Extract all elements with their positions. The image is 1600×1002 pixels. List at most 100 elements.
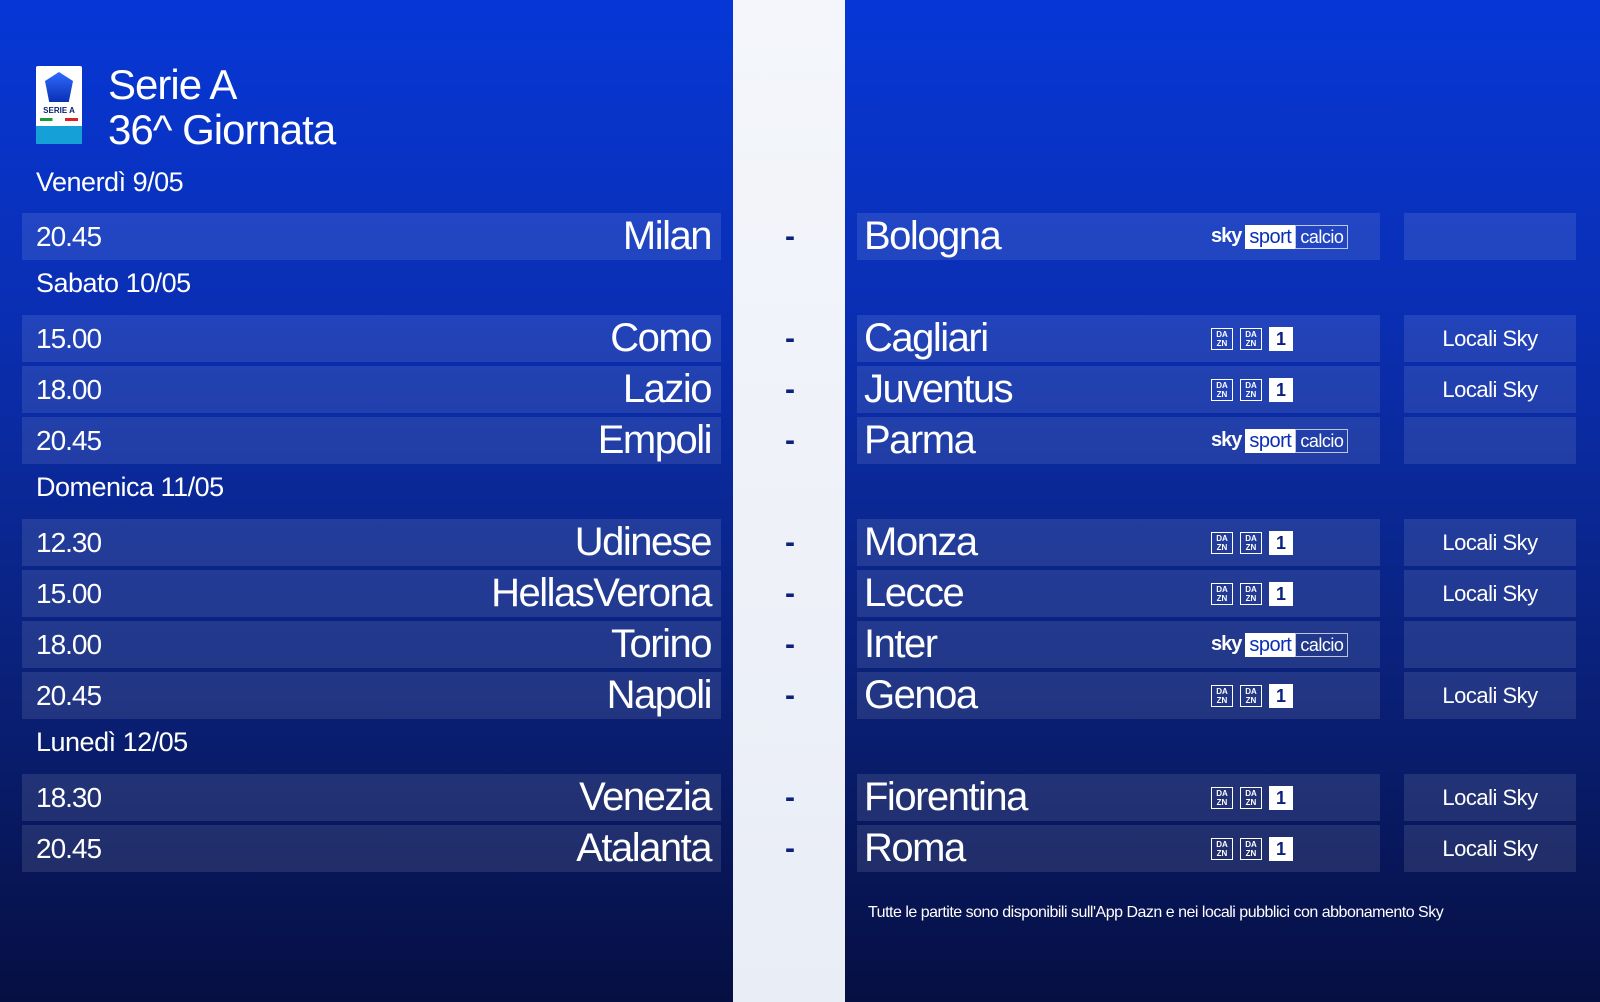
versus-dash: - — [785, 526, 795, 559]
fixture-right-bar: Fiorentina DA ZN DA ZN 1 — [857, 774, 1380, 821]
fixture-right-bar: Bologna sky sport calcio — [857, 213, 1380, 260]
home-team: Lazio — [622, 367, 713, 411]
fixture-left-bar: 20.45 Napoli — [22, 672, 721, 719]
logo-text: SERIE A — [43, 106, 75, 115]
home-team: Venezia — [579, 775, 712, 819]
versus-dash: - — [785, 679, 795, 712]
venue-box — [1404, 417, 1576, 464]
fixture-row: 15.00 Como - Cagliari DA ZN DA ZN 1 Locali Sky — [0, 315, 1600, 362]
calcio-word: calcio — [1295, 224, 1349, 249]
fixture-left-bar: 18.00 Torino — [22, 621, 721, 668]
versus-dash: - — [785, 628, 795, 661]
dazn-icon: DA ZN — [1240, 838, 1262, 860]
fixture-right-bar: Cagliari DA ZN DA ZN 1 — [857, 315, 1380, 362]
title-block: Serie A 36^ Giornata — [108, 62, 408, 152]
sport-word: sport — [1245, 632, 1296, 657]
fixture-right-bar: Lecce DA ZN DA ZN 1 — [857, 570, 1380, 617]
dazn-channel-1-icon: 1 — [1269, 684, 1293, 708]
sky-word: sky — [1211, 633, 1242, 655]
fixture-row: 18.00 Lazio - Juventus DA ZN DA ZN 1 Locali Sky — [0, 366, 1600, 413]
competition-title: Serie A — [108, 61, 237, 108]
fixture-row: 20.45 Milan - Bologna sky sport calcio — [0, 213, 1600, 260]
fixture-left-bar: 15.00 Como — [22, 315, 721, 362]
calcio-word: calcio — [1295, 428, 1349, 453]
away-team: Monza — [864, 520, 978, 564]
home-team: Como — [610, 316, 712, 360]
dazn-logo: DA ZN DA ZN 1 — [1211, 582, 1293, 606]
versus-dash: - — [785, 373, 795, 406]
fixture-left-bar: 20.45 Milan — [22, 213, 721, 260]
dazn-logo: DA ZN DA ZN 1 — [1211, 837, 1293, 861]
fixture-right-bar: Parma sky sport calcio — [857, 417, 1380, 464]
matchday-title: 36^ Giornata — [108, 106, 336, 153]
venue-label: Locali Sky — [1442, 836, 1538, 861]
away-team: Fiorentina — [864, 775, 1028, 819]
fixture-row: 12.30 Udinese - Monza DA ZN DA ZN 1 Locali Sky — [0, 519, 1600, 566]
venue-box: Locali Sky — [1404, 519, 1576, 566]
dazn-icon: DA ZN — [1211, 328, 1233, 350]
venue-label: Locali Sky — [1442, 581, 1538, 606]
kickoff-time: 18.00 — [36, 629, 102, 660]
kickoff-time: 18.30 — [36, 782, 102, 813]
dazn-logo: DA ZN DA ZN 1 — [1211, 531, 1293, 555]
versus-dash: - — [785, 832, 795, 865]
kickoff-time: 12.30 — [36, 527, 102, 558]
dazn-icon: DA ZN — [1211, 532, 1233, 554]
fixture-right-bar: Inter sky sport calcio — [857, 621, 1380, 668]
logo-tricolor-stripe — [40, 118, 78, 121]
home-team: Atalanta — [576, 826, 712, 870]
dazn-icon: DA ZN — [1211, 379, 1233, 401]
away-team: Roma — [864, 826, 966, 870]
away-team: Cagliari — [864, 316, 989, 360]
dazn-icon: DA ZN — [1211, 583, 1233, 605]
home-team: Torino — [611, 622, 712, 666]
fixture-row: 20.45 Empoli - Parma sky sport calcio — [0, 417, 1600, 464]
versus-dash: - — [785, 781, 795, 814]
dazn-icon: DA ZN — [1211, 838, 1233, 860]
fixture-row: 18.30 Venezia - Fiorentina DA ZN DA ZN 1 Locali S… — [0, 774, 1600, 821]
fixture-row: 20.45 Atalanta - Roma DA ZN DA ZN 1 Locali Sky — [0, 825, 1600, 872]
center-divider-strip — [733, 0, 845, 1002]
fixture-left-bar: 18.30 Venezia — [22, 774, 721, 821]
away-team: Juventus — [864, 367, 1014, 411]
versus-dash: - — [785, 220, 795, 253]
sky-sport-calcio-logo: sky sport calcio — [1211, 428, 1349, 453]
fixture-left-bar: 20.45 Atalanta — [22, 825, 721, 872]
fixture-right-bar: Monza DA ZN DA ZN 1 — [857, 519, 1380, 566]
serie-a-logo: SERIE A — [36, 66, 82, 144]
home-team: Milan — [622, 214, 713, 258]
fixture-left-bar: 12.30 Udinese — [22, 519, 721, 566]
versus-dash: - — [785, 424, 795, 457]
fixture-right-bar: Juventus DA ZN DA ZN 1 — [857, 366, 1380, 413]
home-team: HellasVerona — [491, 571, 712, 615]
dazn-icon: DA ZN — [1240, 328, 1262, 350]
kickoff-time: 20.45 — [36, 221, 102, 252]
kickoff-time: 15.00 — [36, 323, 102, 354]
venue-label: Locali Sky — [1442, 326, 1538, 351]
venue-box: Locali Sky — [1404, 672, 1576, 719]
dazn-icon: DA ZN — [1240, 685, 1262, 707]
dazn-logo: DA ZN DA ZN 1 — [1211, 327, 1293, 351]
kickoff-time: 15.00 — [36, 578, 102, 609]
logo-footer — [36, 126, 82, 144]
dazn-icon: DA ZN — [1240, 379, 1262, 401]
day-label-sunday: Domenica 11/05 — [36, 472, 224, 502]
fixture-right-bar: Genoa DA ZN DA ZN 1 — [857, 672, 1380, 719]
dazn-icon: DA ZN — [1240, 583, 1262, 605]
versus-dash: - — [785, 322, 795, 355]
calcio-word: calcio — [1295, 632, 1349, 657]
venue-box: Locali Sky — [1404, 366, 1576, 413]
serie-a-shield-icon — [45, 72, 73, 102]
dazn-channel-1-icon: 1 — [1269, 327, 1293, 351]
fixture-row: 18.00 Torino - Inter sky sport calcio — [0, 621, 1600, 668]
venue-label: Locali Sky — [1442, 377, 1538, 402]
fixture-left-bar: 15.00 HellasVerona — [22, 570, 721, 617]
kickoff-time: 18.00 — [36, 374, 102, 405]
versus-dash: - — [785, 577, 795, 610]
sport-word: sport — [1245, 224, 1296, 249]
venue-label: Locali Sky — [1442, 683, 1538, 708]
away-team: Lecce — [864, 571, 965, 615]
venue-label: Locali Sky — [1442, 785, 1538, 810]
venue-box: Locali Sky — [1404, 315, 1576, 362]
home-team: Empoli — [597, 418, 713, 462]
